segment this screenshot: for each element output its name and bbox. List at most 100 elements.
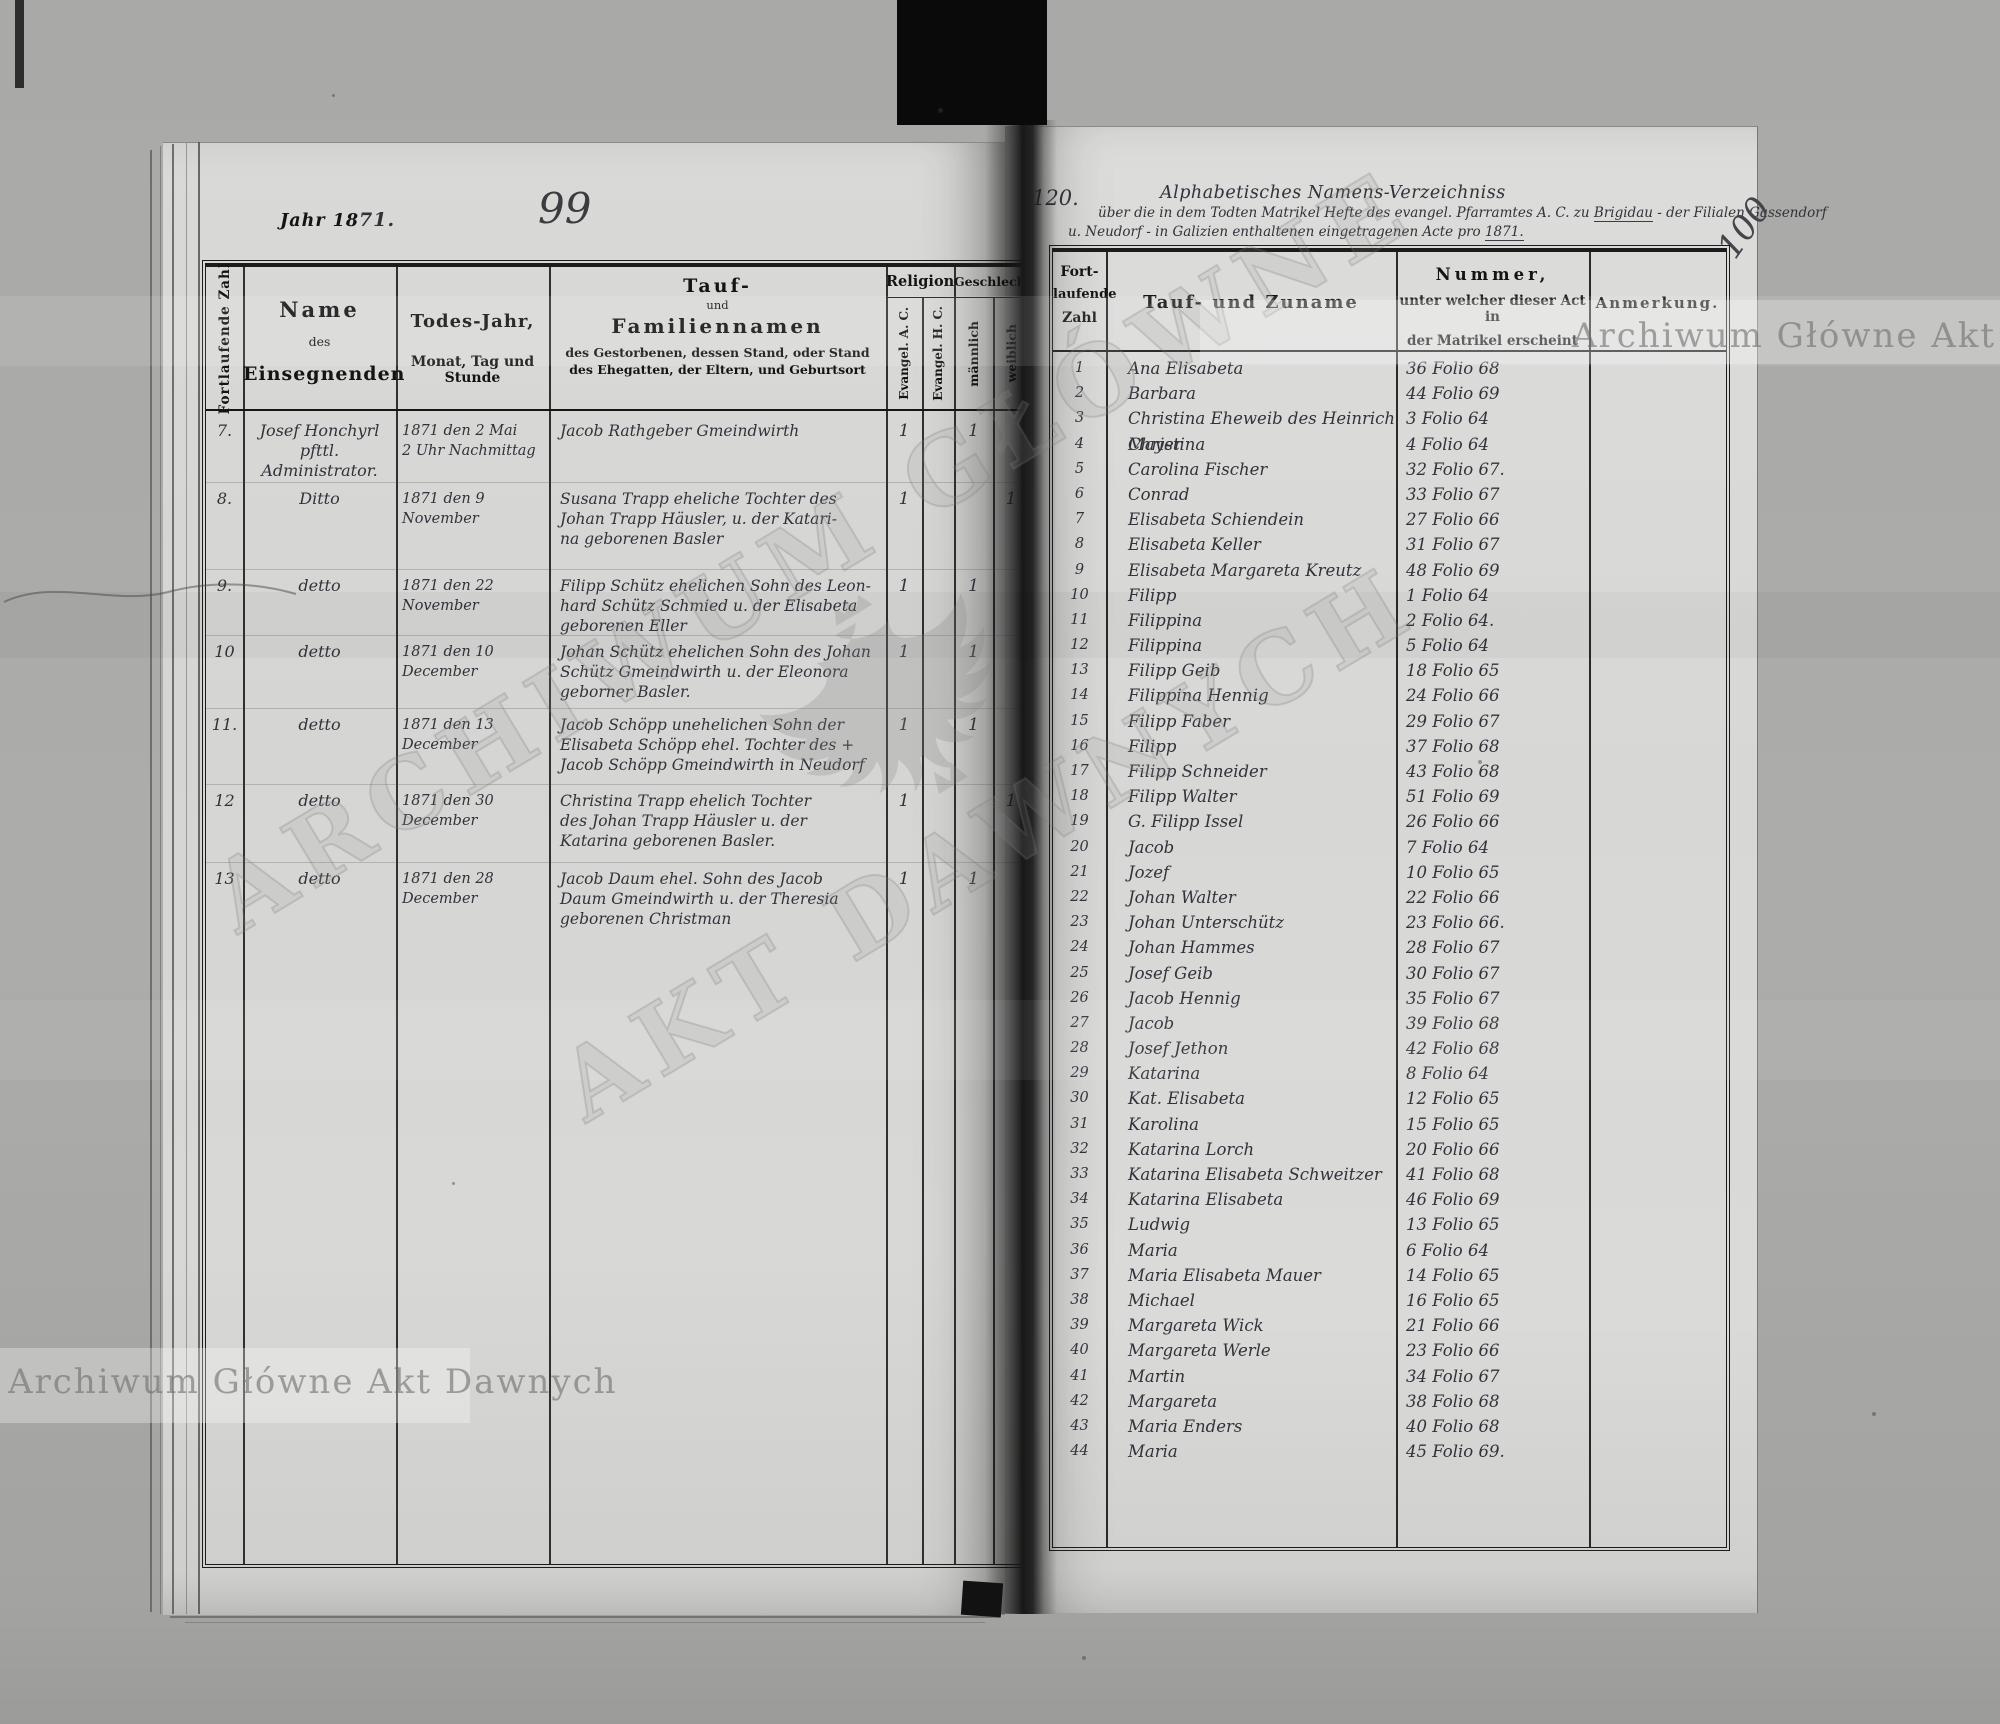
index-title-line1: Alphabetisches Namens-Verzeichniss xyxy=(1160,183,1506,203)
dust-speck xyxy=(1082,1656,1086,1660)
book-clamp xyxy=(897,0,1047,125)
header-tauf-zuname: Tauf- und Zuname xyxy=(1106,252,1396,350)
column-line xyxy=(549,267,551,1564)
index-anmerkung xyxy=(1589,1162,1726,1187)
page-edge-line xyxy=(160,146,161,1614)
index-name: Katarina Elisabeta xyxy=(1128,1190,1284,1210)
index-anmerkung xyxy=(1589,860,1726,885)
index-number: 23 xyxy=(1070,914,1089,931)
deceased-details: Jacob Daum ehel. Sohn des Jacob Daum Gme… xyxy=(560,870,839,928)
column-line xyxy=(243,267,245,1564)
column-line xyxy=(1396,252,1398,1547)
index-anmerkung xyxy=(1589,1086,1726,1111)
index-row: 40 Margareta Werle 23 Folio 66 xyxy=(1053,1338,1726,1363)
index-name: Filipp Walter xyxy=(1128,787,1237,807)
column-line xyxy=(1106,252,1108,1547)
index-folio: 35 Folio 67 xyxy=(1406,988,1500,1008)
title-line2-place: Brigidau xyxy=(1593,205,1653,222)
index-anmerkung xyxy=(1589,381,1726,406)
title-line3-pre: u. Neudorf - in Galizien enthaltenen ein… xyxy=(1068,224,1485,240)
deceased-details: Susana Trapp eheliche Tochter des Johan … xyxy=(560,490,837,548)
year-label: Jahr 1871. xyxy=(280,209,395,231)
index-row: 31 Karolina 15 Folio 65 xyxy=(1053,1112,1726,1137)
index-number: 14 xyxy=(1070,687,1089,704)
index-name: Margareta Werle xyxy=(1128,1341,1271,1361)
header-anmerkung: Anmerkung. xyxy=(1589,252,1726,350)
right-page xyxy=(1005,126,1758,1613)
index-anmerkung xyxy=(1589,1439,1726,1464)
header-name-bottom: Einsegnenden xyxy=(243,363,406,385)
evangel-ac-mark: 1 xyxy=(898,642,910,662)
row-number: 10 xyxy=(214,642,235,661)
index-row: 10 Filipp 1 Folio 64 xyxy=(1053,583,1726,608)
death-date: 1871 den 13 December xyxy=(402,717,494,753)
header-todes-title: Todes-Jahr, xyxy=(410,311,535,332)
index-folio: 31 Folio 67 xyxy=(1406,535,1500,555)
index-number: 43 xyxy=(1070,1417,1089,1434)
index-number: 8 xyxy=(1074,536,1085,553)
index-folio: 7 Folio 64 xyxy=(1406,837,1489,857)
index-anmerkung xyxy=(1589,658,1726,683)
index-folio: 6 Folio 64 xyxy=(1406,1240,1489,1260)
year-printed: Jahr 18 xyxy=(280,211,360,231)
index-folio: 38 Folio 68 xyxy=(1406,1391,1500,1411)
index-row: 15 Filipp Faber 29 Folio 67 xyxy=(1053,709,1726,734)
index-rows: 1 Ana Elisabeta 36 Folio 68 2 Barbara 44… xyxy=(1053,356,1726,1464)
death-register-rows: 7. Josef Honchyrl pfttl. Administrator. … xyxy=(206,415,1029,958)
index-row: 23 Johan Unterschütz 23 Folio 66. xyxy=(1053,910,1726,935)
einsegnender-name: detto xyxy=(298,642,341,661)
index-name: Elisabeta Schiendein xyxy=(1128,510,1305,530)
index-name: Karolina xyxy=(1128,1114,1200,1134)
death-register-row: 9. detto 1871 den 22 November Filipp Sch… xyxy=(206,570,1029,636)
header-zahl-3: Zahl xyxy=(1062,310,1097,326)
header-tauf-4: des Gestorbenen, dessen Stand, oder Stan… xyxy=(565,345,870,360)
index-row: 13 Filipp Geib 18 Folio 65 xyxy=(1053,658,1726,683)
index-name: Michael xyxy=(1128,1290,1195,1310)
index-folio: 3 Folio 64 xyxy=(1406,409,1489,429)
deceased-details: Jacob Schöpp unehelichen Sohn der Elisab… xyxy=(560,716,865,774)
index-anmerkung xyxy=(1589,734,1726,759)
death-date: 1871 den 30 December xyxy=(402,793,494,829)
index-anmerkung xyxy=(1589,1036,1726,1061)
header-tauf-3: Familiennamen xyxy=(611,314,824,338)
index-folio: 48 Folio 69 xyxy=(1406,560,1500,580)
index-name: Katarina xyxy=(1128,1064,1201,1084)
index-row: 8 Elisabeta Keller 31 Folio 67 xyxy=(1053,532,1726,557)
index-number: 12 xyxy=(1070,637,1089,654)
index-folio: 8 Folio 64 xyxy=(1406,1064,1489,1084)
index-number: 15 xyxy=(1070,712,1089,729)
dust-speck xyxy=(1872,1412,1876,1416)
evangel-ac-mark: 1 xyxy=(898,421,910,441)
index-row: 5 Carolina Fischer 32 Folio 67. xyxy=(1053,457,1726,482)
index-anmerkung xyxy=(1589,1238,1726,1263)
index-row: 9 Elisabeta Margareta Kreutz 48 Folio 69 xyxy=(1053,558,1726,583)
death-date: 1871 den 10 December xyxy=(402,644,494,680)
deceased-details: Filipp Schütz ehelichen Sohn des Leon- h… xyxy=(560,577,871,635)
dust-speck xyxy=(640,352,644,356)
header-fortlaufende-zahl: Fort- laufende Zahl xyxy=(1053,252,1117,350)
index-title-line2: über die in dem Todten Matrikel Hefte de… xyxy=(1098,205,1827,222)
index-name: Josef Geib xyxy=(1128,963,1213,983)
index-anmerkung xyxy=(1589,1414,1726,1439)
index-number: 39 xyxy=(1070,1317,1089,1334)
index-number: 32 xyxy=(1070,1140,1089,1157)
index-name: Katarina Elisabeta Schweitzer xyxy=(1128,1165,1382,1184)
index-name: Jacob xyxy=(1128,837,1175,857)
index-folio: 4 Folio 64 xyxy=(1406,434,1489,454)
header-zahl-label: Fortlaufende Zahl xyxy=(216,261,233,415)
index-number: 41 xyxy=(1070,1367,1089,1384)
index-name: Johan Unterschütz xyxy=(1128,913,1284,933)
index-name: Filippina Hennig xyxy=(1128,686,1269,706)
index-number: 13 xyxy=(1070,662,1089,679)
index-folio: 37 Folio 68 xyxy=(1406,736,1500,756)
row-number: 13 xyxy=(214,869,235,888)
index-row: 11 Filippina 2 Folio 64. xyxy=(1053,608,1726,633)
index-number: 42 xyxy=(1070,1392,1089,1409)
column-line xyxy=(886,267,889,1564)
index-number: 27 xyxy=(1070,1014,1089,1031)
row-number: 11. xyxy=(211,715,238,734)
death-register-row: 8. Ditto 1871 den 9 November Susana Trap… xyxy=(206,483,1029,570)
header-nummer: Nummer, unter welcher dieser Act in der … xyxy=(1396,252,1589,350)
index-anmerkung xyxy=(1589,432,1726,457)
religion-ac-cell: Evangel. A. C. xyxy=(886,298,922,409)
